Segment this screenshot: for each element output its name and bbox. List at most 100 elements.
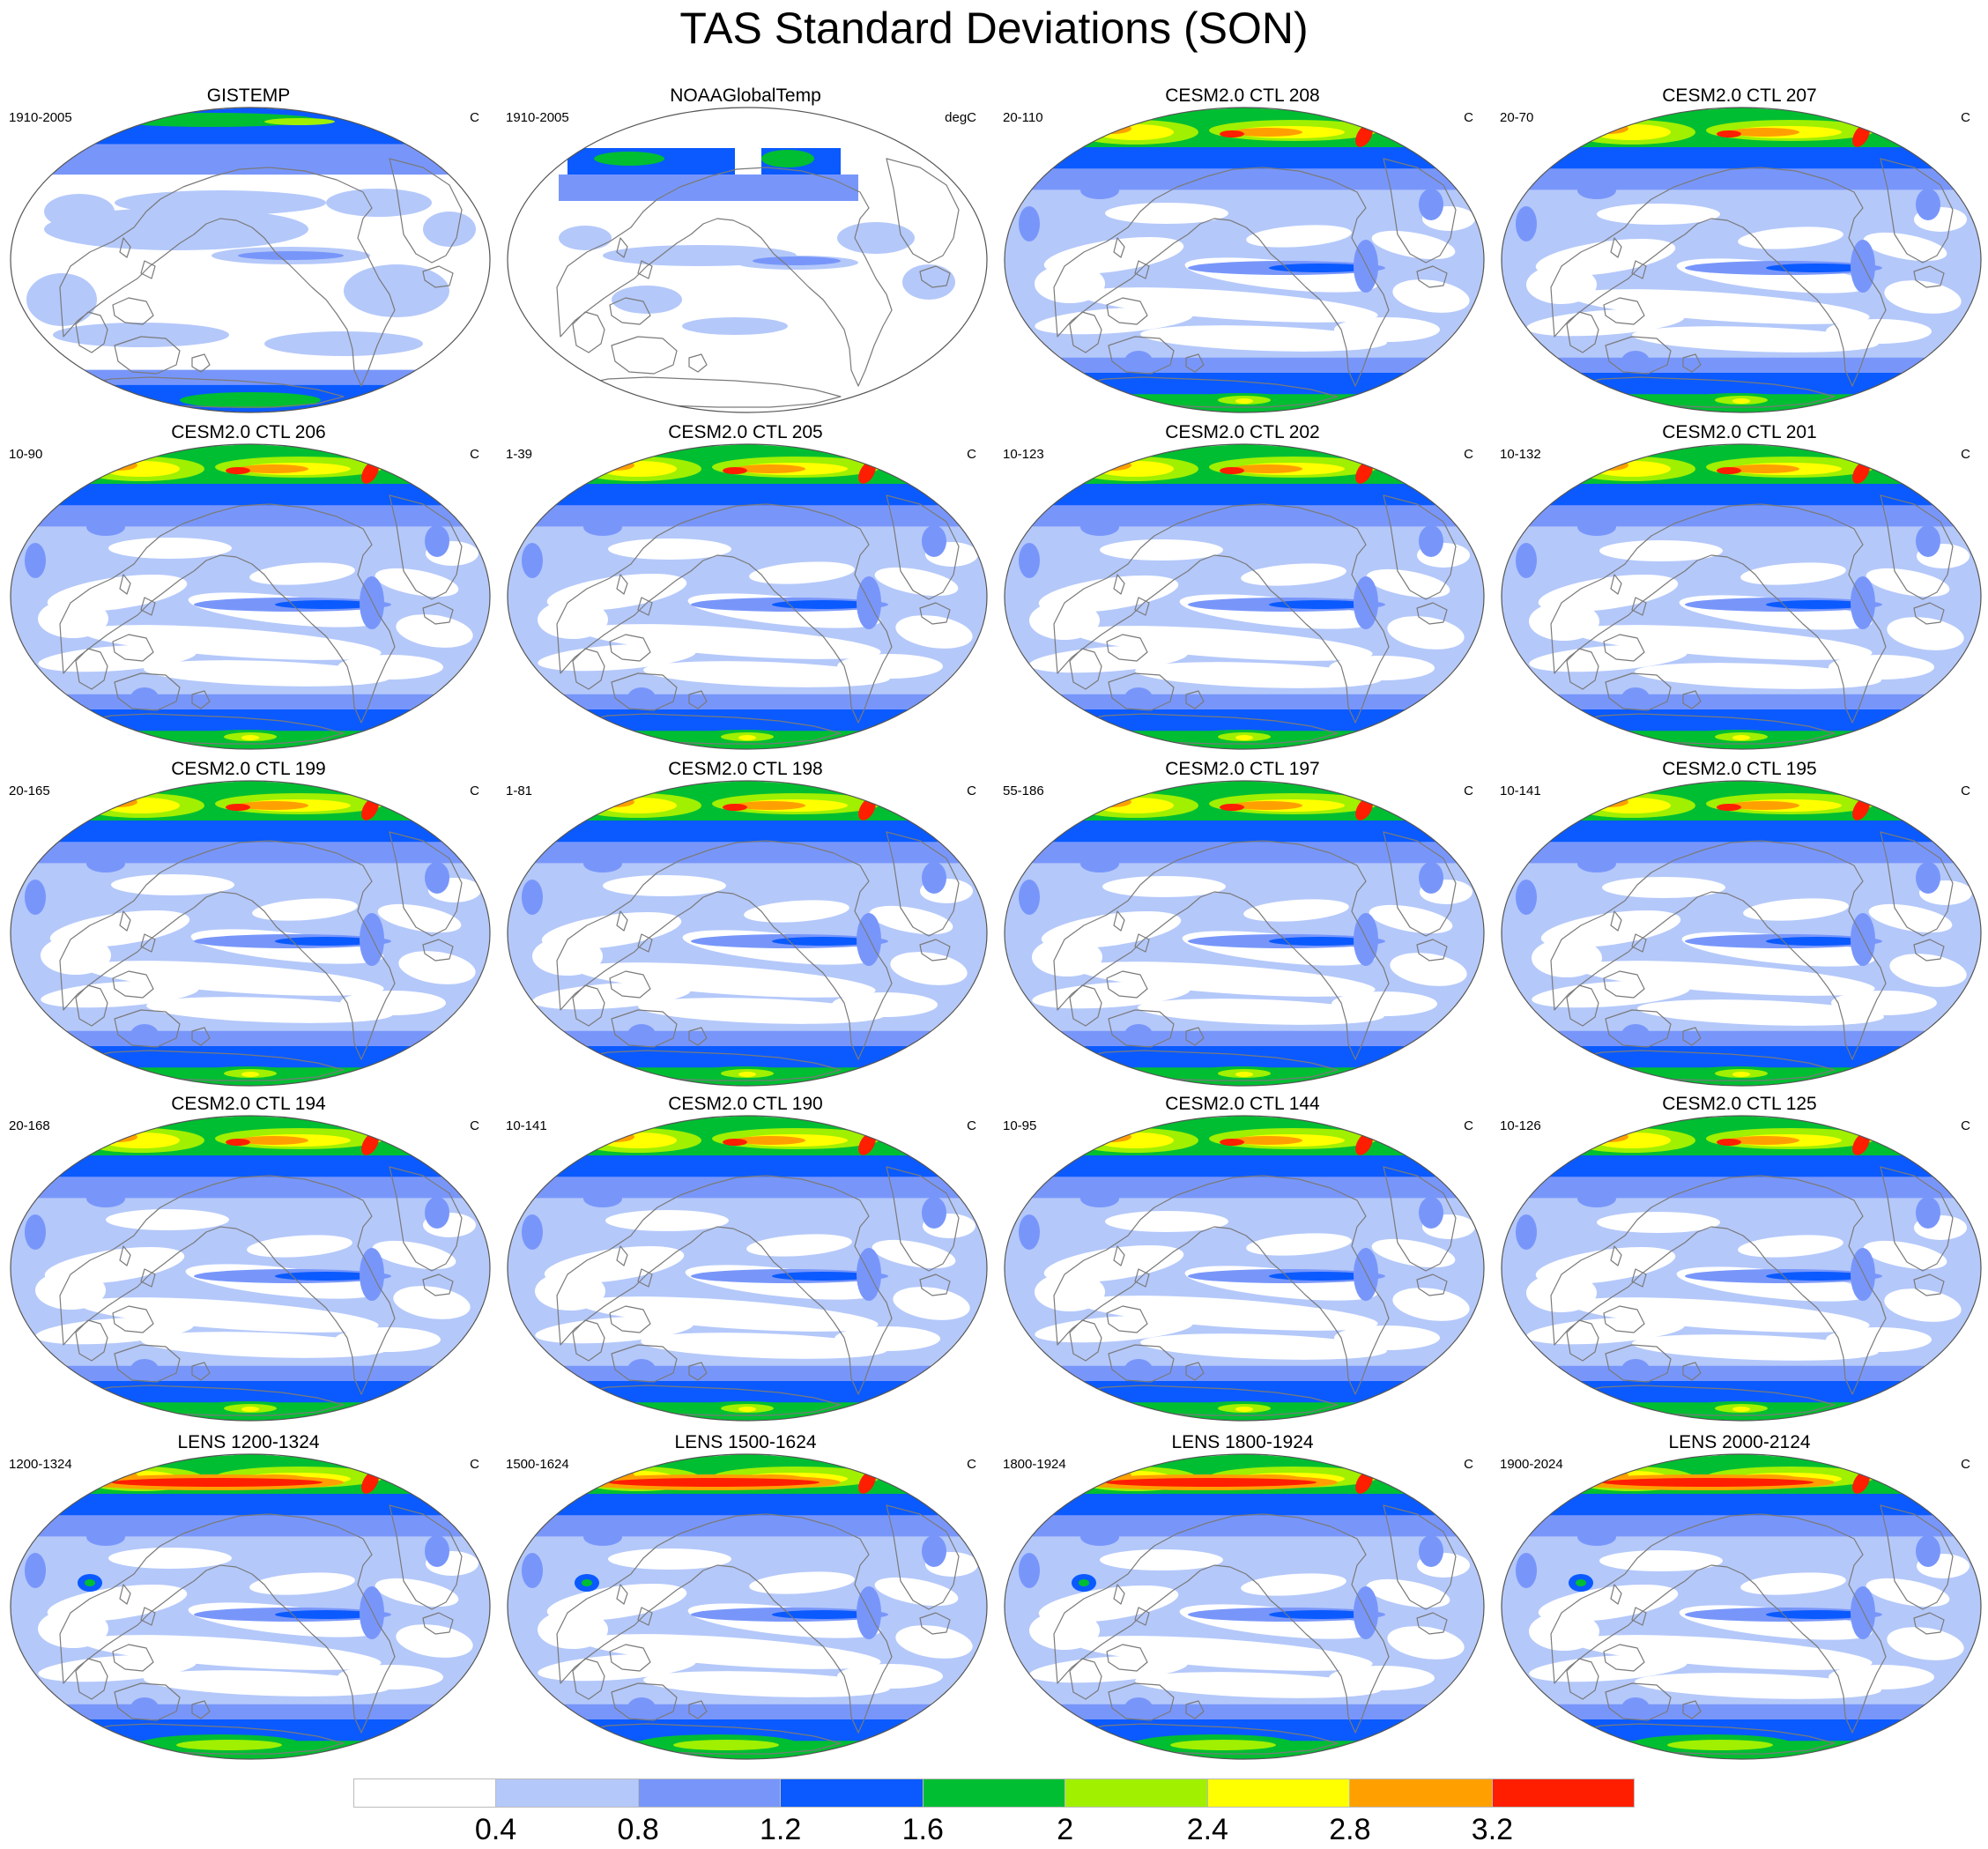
robinson-map xyxy=(1501,443,1982,750)
colorbar-box xyxy=(780,1778,923,1808)
robinson-map xyxy=(1004,1115,1485,1422)
map-outline xyxy=(507,443,988,750)
panel-period-label: 1800-1924 xyxy=(1003,1457,1066,1472)
panel-units-label: C xyxy=(967,1118,976,1133)
colorbar-tick-label: 1.6 xyxy=(901,1813,944,1846)
panel-title: CESM2.0 CTL 205 xyxy=(668,422,823,442)
map-panel: LENS 2000-2124 1900-2024 C xyxy=(1491,1431,1988,1764)
robinson-map xyxy=(507,1115,988,1422)
contour-fill xyxy=(11,1116,490,1421)
panel-units-label: C xyxy=(1464,783,1473,798)
map-outline xyxy=(10,1115,491,1422)
robinson-map xyxy=(507,780,988,1087)
contour-fill xyxy=(11,781,490,1086)
map-outline xyxy=(1501,1453,1982,1760)
robinson-map xyxy=(1004,780,1485,1087)
map-outline xyxy=(1004,1453,1485,1760)
panel-title: CESM2.0 CTL 190 xyxy=(668,1094,823,1114)
contour-fill xyxy=(508,781,987,1086)
panel-period-label: 20-168 xyxy=(9,1118,50,1133)
map-panel: CESM2.0 CTL 195 10-141 C xyxy=(1491,758,1988,1091)
coastlines xyxy=(59,494,463,745)
panel-units-label: C xyxy=(967,783,976,798)
panel-title: CESM2.0 CTL 195 xyxy=(1662,759,1817,779)
contour-fill xyxy=(1502,444,1981,749)
panel-title: CESM2.0 CTL 197 xyxy=(1165,759,1320,779)
contour-fill xyxy=(1005,781,1484,1086)
map-panel: CESM2.0 CTL 194 20-168 C xyxy=(0,1093,497,1426)
robinson-map xyxy=(10,1453,491,1760)
map-panel: GISTEMP 1910-2005 C xyxy=(0,85,497,418)
colorbar-box xyxy=(495,1778,638,1808)
colorbar-tick-label: 2.8 xyxy=(1329,1813,1371,1846)
map-outline xyxy=(1501,443,1982,750)
panel-units-label: C xyxy=(1961,1118,1970,1133)
colorbar-box xyxy=(1491,1778,1635,1808)
panel-period-label: 10-123 xyxy=(1003,447,1044,462)
robinson-map xyxy=(1501,780,1982,1087)
coastlines xyxy=(1550,1166,1954,1416)
contour-fill xyxy=(1005,444,1484,749)
panel-units-label: C xyxy=(967,447,976,462)
coastlines xyxy=(1053,494,1457,745)
robinson-map xyxy=(507,107,988,413)
map-panel: CESM2.0 CTL 125 10-126 C xyxy=(1491,1093,1988,1426)
panel-units-label: C xyxy=(1464,110,1473,125)
colorbar-tick-label: 2 xyxy=(1057,1813,1074,1846)
robinson-map xyxy=(10,107,491,413)
panel-title: LENS 1800-1924 xyxy=(1171,1432,1314,1452)
map-outline xyxy=(1004,107,1485,413)
panel-title: CESM2.0 CTL 199 xyxy=(171,759,326,779)
panel-title: CESM2.0 CTL 202 xyxy=(1165,422,1320,442)
robinson-map xyxy=(1501,1453,1982,1760)
panel-title: CESM2.0 CTL 125 xyxy=(1662,1094,1817,1114)
colorbar-labels: 0.4 0.8 1.2 1.6 2 2.4 2.8 3.2 xyxy=(353,1812,1635,1847)
contour-fill xyxy=(11,108,490,412)
panel-units-label: C xyxy=(470,110,479,125)
panel-period-label: 1-81 xyxy=(506,783,533,798)
panel-period-label: 1-39 xyxy=(506,447,533,462)
robinson-map xyxy=(1501,107,1982,413)
map-panel: CESM2.0 CTL 207 20-70 C xyxy=(1491,85,1988,418)
map-outline xyxy=(1004,1115,1485,1422)
colorbar-box xyxy=(1206,1778,1350,1808)
map-outline xyxy=(507,780,988,1087)
panel-period-label: 1910-2005 xyxy=(9,110,72,125)
contour-fill xyxy=(508,108,987,412)
robinson-map xyxy=(1004,443,1485,750)
map-panel: CESM2.0 CTL 190 10-141 C xyxy=(497,1093,994,1426)
contour-fill xyxy=(1005,1454,1484,1759)
panel-title: CESM2.0 CTL 198 xyxy=(668,759,823,779)
robinson-map xyxy=(507,443,988,750)
map-outline xyxy=(10,107,491,413)
panel-units-label: C xyxy=(1464,447,1473,462)
panel-units-label: C xyxy=(470,1457,479,1472)
map-panel: CESM2.0 CTL 202 10-123 C xyxy=(994,421,1491,754)
panel-period-label: 10-90 xyxy=(9,447,43,462)
panel-period-label: 1910-2005 xyxy=(506,110,569,125)
colorbar-box xyxy=(1349,1778,1492,1808)
robinson-map xyxy=(1501,1115,1982,1422)
map-panel: CESM2.0 CTL 144 10-95 C xyxy=(994,1093,1491,1426)
panel-units-label: degC xyxy=(945,110,976,125)
map-panel: CESM2.0 CTL 208 20-110 C xyxy=(994,85,1491,418)
panel-units-label: C xyxy=(470,447,479,462)
robinson-map xyxy=(1004,1453,1485,1760)
panel-title: CESM2.0 CTL 201 xyxy=(1662,422,1817,442)
panel-title: CESM2.0 CTL 207 xyxy=(1662,85,1817,106)
map-panel: CESM2.0 CTL 198 1-81 C xyxy=(497,758,994,1091)
map-outline xyxy=(10,443,491,750)
colorbar-box xyxy=(922,1778,1065,1808)
map-panel: LENS 1500-1624 1500-1624 C xyxy=(497,1431,994,1764)
coastlines xyxy=(59,831,463,1081)
contour-fill xyxy=(1502,1454,1981,1759)
panel-period-label: 55-186 xyxy=(1003,783,1044,798)
robinson-map xyxy=(1004,107,1485,413)
map-outline xyxy=(1004,780,1485,1087)
panel-title: CESM2.0 CTL 206 xyxy=(171,422,326,442)
map-outline xyxy=(507,1453,988,1760)
panel-title: LENS 1500-1624 xyxy=(674,1432,817,1452)
map-panel: NOAAGlobalTemp 1910-2005 degC xyxy=(497,85,994,418)
panel-units-label: C xyxy=(470,1118,479,1133)
main-title: TAS Standard Deviations (SON) xyxy=(679,4,1309,53)
